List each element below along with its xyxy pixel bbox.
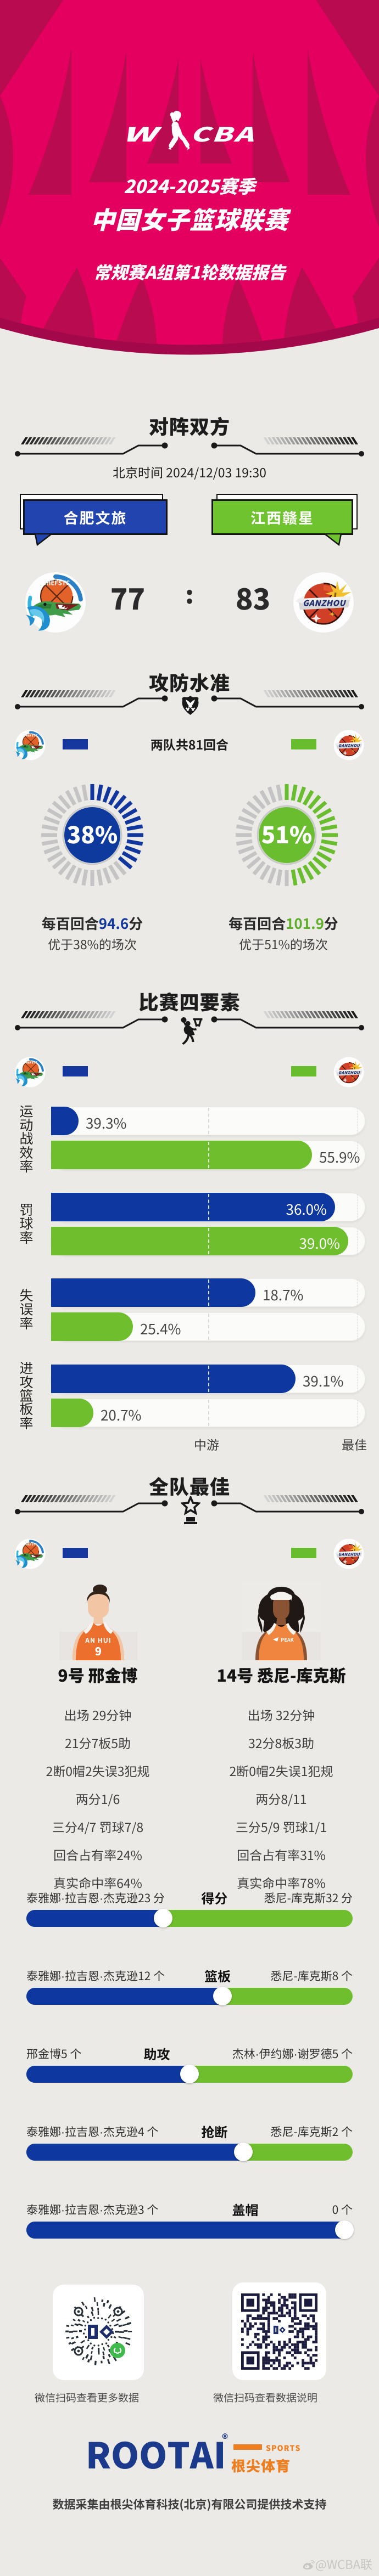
svg-text:CBA: CBA	[190, 119, 255, 148]
svg-text:PEAK: PEAK	[281, 1636, 294, 1643]
svg-text:51%: 51%	[261, 817, 313, 850]
svg-text:38%: 38%	[67, 817, 118, 850]
svg-text:AN HUI: AN HUI	[85, 1636, 111, 1645]
svg-text:9: 9	[95, 1643, 102, 1659]
svg-text:W: W	[122, 119, 163, 148]
